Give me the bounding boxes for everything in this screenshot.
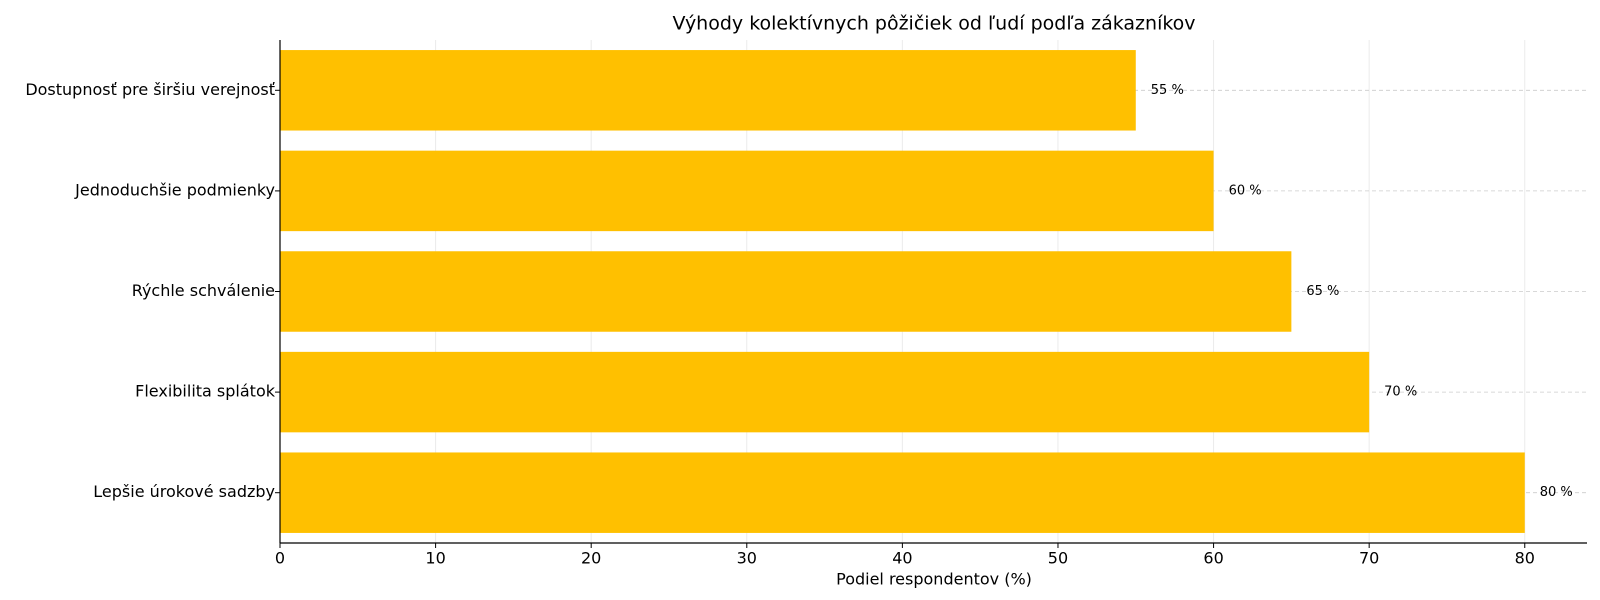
- chart-title: Výhody kolektívnych pôžičiek od ľudí pod…: [672, 13, 1195, 35]
- x-tick-label: 60: [1203, 549, 1223, 568]
- x-axis-label: Podiel respondentov (%): [836, 570, 1032, 589]
- y-tick-label: Lepšie úrokové sadzby: [93, 482, 275, 501]
- y-tick-label: Flexibilita splátok: [135, 382, 276, 401]
- y-tick-label: Jednoduchšie podmienky: [74, 180, 275, 199]
- bar: [280, 351, 1370, 433]
- value-label: 55 %: [1151, 83, 1184, 98]
- bar: [280, 150, 1214, 232]
- bar: [280, 251, 1292, 332]
- x-tick-label: 20: [581, 549, 601, 568]
- value-label: 60 %: [1229, 183, 1262, 198]
- x-tick-label: 50: [1048, 549, 1068, 568]
- bar: [280, 50, 1136, 131]
- y-tick-label: Dostupnosť pre širšiu verejnosť: [25, 80, 275, 99]
- x-tick-label: 0: [275, 549, 285, 568]
- x-tick-label: 30: [737, 549, 757, 568]
- x-tick-label: 70: [1359, 549, 1379, 568]
- value-label: 70 %: [1384, 385, 1417, 400]
- x-tick-label: 40: [892, 549, 912, 568]
- x-tick-label: 10: [425, 549, 445, 568]
- x-tick-label: 80: [1515, 549, 1535, 568]
- value-label: 65 %: [1306, 284, 1339, 299]
- bar: [280, 452, 1525, 533]
- y-tick-label: Rýchle schválenie: [132, 281, 275, 300]
- value-label: 80 %: [1540, 485, 1573, 500]
